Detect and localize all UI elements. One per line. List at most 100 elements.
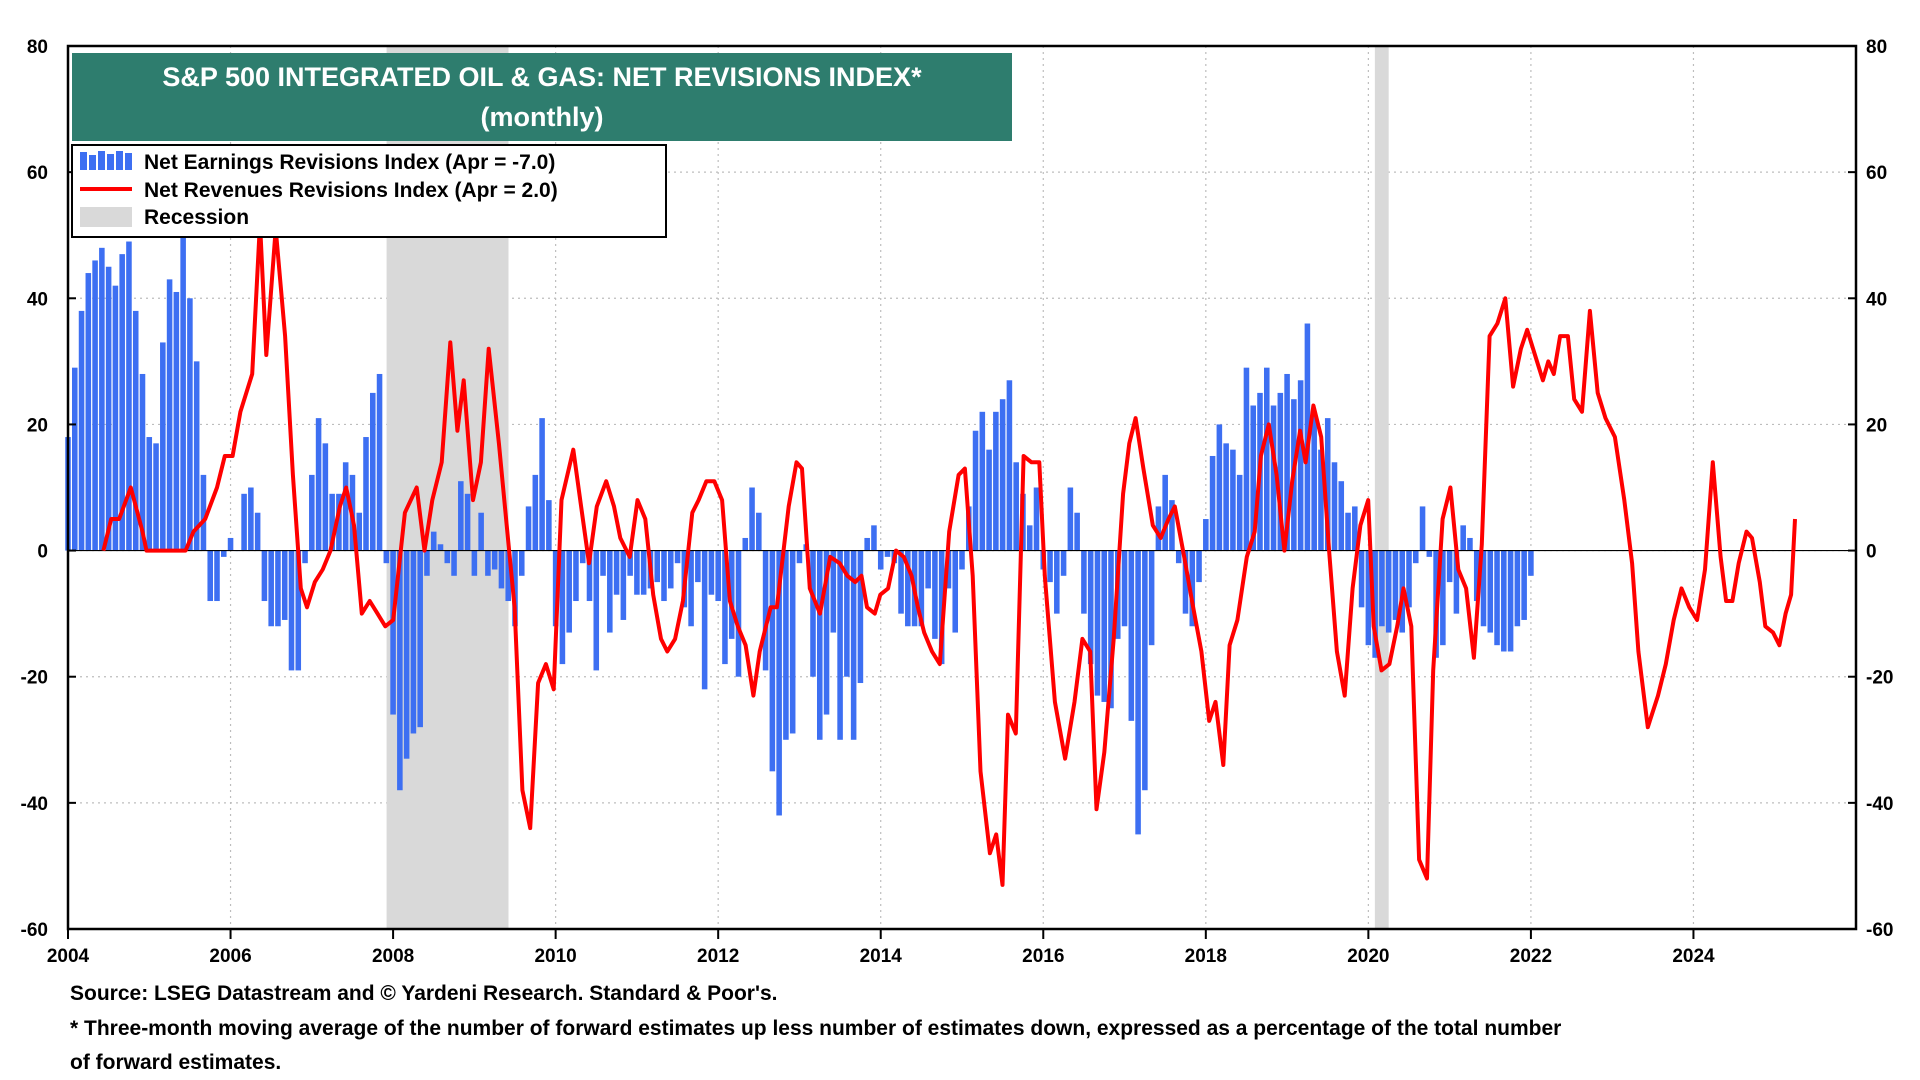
earnings-bar [430,531,437,551]
earnings-bar [1494,550,1500,646]
earnings-bar [586,550,593,602]
y-tick-label-right: -20 [1866,668,1893,689]
source-note: Source: LSEG Datastream and © Yardeni Re… [70,982,778,1005]
earnings-bar [810,550,816,677]
earnings-bar [999,399,1006,551]
earnings-bar [735,550,742,677]
earnings-bar [1365,550,1372,646]
earnings-bar [288,550,295,671]
earnings-bar [952,550,959,633]
earnings-bars [65,222,1534,835]
earnings-bar [112,285,119,551]
earnings-bar [1453,550,1460,614]
earnings-bar [417,550,423,728]
earnings-bar [539,418,545,551]
earnings-bar [1033,487,1040,551]
earnings-bar [938,550,945,665]
earnings-bar [119,254,125,551]
earnings-bar [762,550,769,671]
earnings-bar [424,550,430,576]
earnings-bar [688,550,694,627]
earnings-bar [71,367,78,551]
earnings-bar [816,550,823,740]
earnings-bar [1480,550,1487,627]
earnings-bar [1175,550,1182,564]
earnings-bar [830,550,837,633]
earnings-bar [932,550,938,639]
earnings-bar [105,266,112,551]
y-tick-label-right: -40 [1866,794,1893,815]
plot-frame [66,44,1858,931]
earnings-bar [1189,550,1196,627]
earnings-bar [877,550,884,570]
earnings-bar [1284,373,1290,551]
earnings-bar [1128,550,1135,721]
earnings-bar [302,550,308,564]
earnings-bar [268,550,274,627]
earnings-bar [1426,550,1433,557]
earnings-bar [403,550,410,759]
earnings-bar [85,273,92,551]
earnings-bar [1311,411,1317,551]
earnings-bar [369,392,376,551]
y-tick-label-right: 0 [1866,542,1877,563]
earnings-bar [532,474,539,551]
earnings-bar [1446,550,1453,583]
earnings-bar [857,550,864,684]
earnings-bar [356,512,363,551]
earnings-bar [1406,550,1412,608]
earnings-bar [1203,519,1209,551]
earnings-bar [844,550,850,677]
earnings-bar [200,474,207,551]
y-tick-label-left: 80 [27,37,48,58]
y-tick-label-left: 20 [27,415,48,436]
earnings-bar [715,550,721,602]
earnings-bar [722,550,728,665]
earnings-bar [92,260,98,551]
earnings-bar [552,550,559,627]
y-tick-label-right: 40 [1866,289,1887,310]
earnings-bar [593,550,600,671]
earnings-bar [1162,474,1168,551]
earnings-bar [1047,550,1053,583]
earnings-bar [1196,550,1202,583]
earnings-bar [1081,550,1087,614]
earnings-bar [1230,449,1236,551]
earnings-bar [667,550,674,589]
earnings-bar [322,443,329,551]
earnings-bar [390,550,396,715]
earnings-bar [695,550,701,583]
earnings-bar [1297,380,1304,551]
earnings-bar [708,550,715,595]
earnings-bar [1223,443,1229,551]
earnings-bar [573,550,579,602]
legend-swatch-recession [80,207,132,227]
earnings-bar [1473,550,1480,602]
earnings-bar [1101,550,1108,702]
earnings-bar [1236,474,1243,551]
earnings-bar [1094,550,1101,696]
earnings-bar [166,279,173,551]
footnote-line-1: * Three-month moving average of the numb… [70,1017,1562,1040]
y-tick-label-left: 40 [27,289,48,310]
revenues-line-layer [101,220,1797,887]
earnings-bar [1528,550,1534,576]
earnings-bar [634,550,640,595]
earnings-bar [1243,367,1250,551]
earnings-bar [986,449,992,551]
earnings-bar [363,437,369,551]
earnings-bar [1270,405,1277,551]
earnings-bar [640,550,647,595]
earnings-bar [309,474,315,551]
earnings-bar [546,500,552,551]
earnings-bar [241,493,247,551]
earnings-bar [342,462,349,551]
earnings-bar [566,550,572,633]
earnings-bar [281,550,288,620]
earnings-bar [1067,487,1074,551]
earnings-bar [1487,550,1494,633]
earnings-bar [275,550,281,627]
earnings-bar [1121,550,1128,627]
